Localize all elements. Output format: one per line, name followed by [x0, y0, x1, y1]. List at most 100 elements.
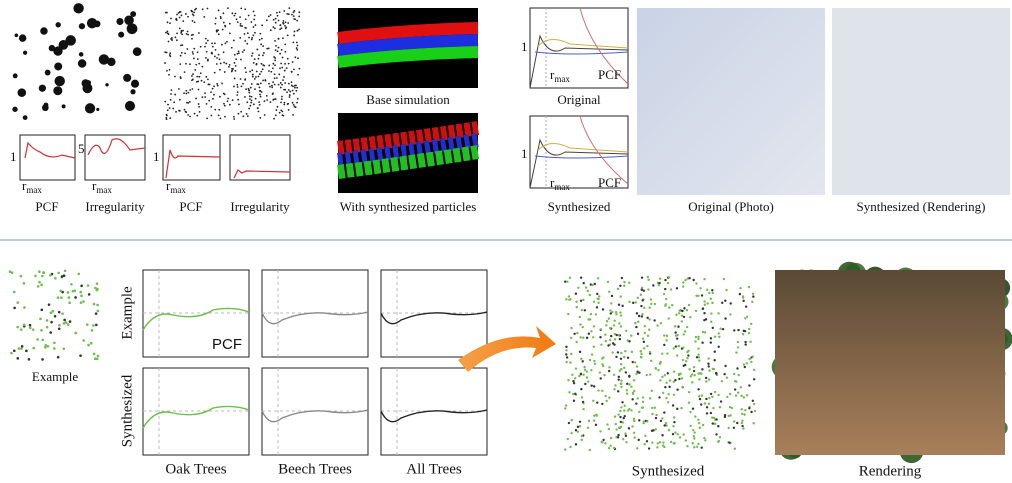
point	[623, 409, 626, 412]
point	[276, 105, 279, 108]
point	[671, 432, 675, 436]
point	[179, 63, 182, 66]
blob	[40, 27, 48, 35]
point	[273, 83, 276, 86]
point	[280, 49, 283, 51]
point	[630, 334, 633, 337]
point	[237, 52, 240, 55]
point	[613, 338, 617, 341]
point	[641, 337, 645, 340]
point	[575, 305, 578, 309]
point	[187, 91, 190, 94]
point	[254, 88, 256, 90]
point	[615, 313, 618, 316]
point	[254, 97, 257, 100]
point	[219, 15, 222, 18]
point	[164, 11, 167, 14]
point	[594, 423, 598, 427]
point	[574, 443, 578, 446]
point	[57, 327, 61, 331]
point	[599, 377, 602, 380]
point	[272, 26, 275, 29]
point	[744, 340, 747, 344]
blob	[54, 75, 65, 87]
point	[717, 345, 720, 348]
point	[218, 58, 221, 61]
point	[68, 301, 71, 305]
point	[569, 445, 572, 449]
point	[636, 397, 639, 400]
point	[283, 76, 285, 78]
point	[219, 68, 221, 71]
point	[737, 328, 740, 332]
point	[739, 386, 742, 389]
point	[607, 344, 610, 347]
point	[698, 397, 702, 401]
point	[697, 337, 700, 341]
curve	[233, 169, 291, 179]
point	[256, 48, 259, 51]
point	[665, 381, 668, 385]
point	[276, 77, 278, 79]
point	[605, 399, 608, 403]
blob	[14, 33, 19, 38]
tick-label: 1	[521, 146, 528, 161]
point	[575, 300, 578, 303]
point	[689, 375, 693, 378]
blob	[124, 15, 134, 25]
point	[567, 421, 571, 425]
point	[596, 292, 599, 296]
point	[281, 83, 283, 86]
point	[261, 68, 264, 71]
blob	[22, 50, 28, 55]
point	[703, 311, 706, 315]
point	[620, 367, 623, 371]
point	[263, 100, 266, 102]
point	[206, 117, 208, 120]
point	[263, 64, 266, 67]
point	[628, 383, 631, 386]
point	[52, 347, 56, 350]
point	[687, 401, 691, 404]
point	[241, 25, 243, 27]
point	[235, 18, 238, 21]
point	[259, 116, 262, 119]
point	[653, 406, 657, 409]
point	[223, 61, 226, 64]
point	[252, 103, 255, 106]
point	[192, 57, 195, 60]
point	[645, 440, 649, 443]
point	[618, 369, 622, 372]
point	[226, 7, 229, 10]
point	[254, 31, 256, 34]
point	[264, 79, 267, 82]
point	[617, 303, 621, 306]
point	[240, 85, 243, 88]
point	[611, 351, 614, 354]
point	[263, 114, 266, 116]
caption: Example	[32, 369, 78, 384]
point	[676, 433, 679, 436]
point	[572, 381, 576, 385]
point	[713, 416, 716, 420]
point	[234, 64, 237, 67]
point	[213, 71, 216, 74]
point	[717, 312, 720, 315]
point	[44, 344, 48, 347]
point	[604, 339, 607, 343]
point	[648, 318, 651, 321]
point	[287, 13, 290, 16]
point	[277, 37, 280, 40]
plot-frame	[229, 134, 291, 181]
point	[641, 400, 645, 404]
point	[611, 310, 614, 314]
point	[732, 420, 736, 423]
point	[710, 320, 713, 323]
point	[639, 350, 642, 353]
point	[591, 283, 594, 287]
point	[752, 368, 756, 372]
point	[236, 91, 239, 94]
point	[564, 280, 567, 283]
point	[168, 54, 171, 56]
point	[216, 84, 219, 87]
